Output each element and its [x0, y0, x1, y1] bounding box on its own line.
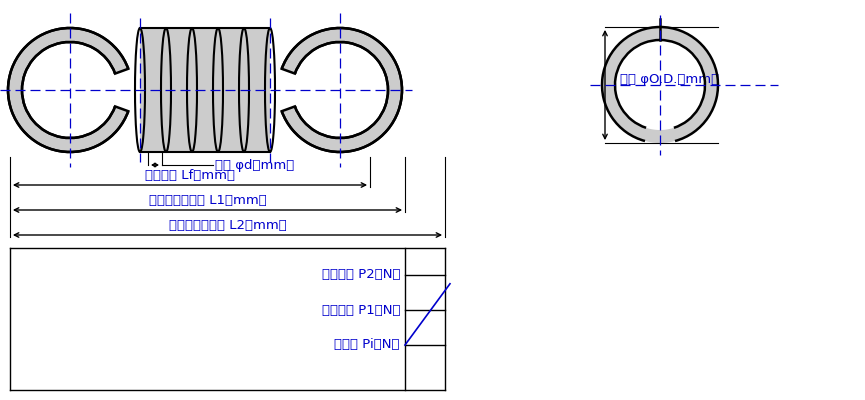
Text: 基準荷重 P1（N）: 基準荷重 P1（N）: [322, 304, 400, 316]
Text: 自由長さ Lf（mm）: 自由長さ Lf（mm）: [145, 169, 235, 182]
Polygon shape: [8, 28, 128, 152]
Text: 初張力 Pi（N）: 初張力 Pi（N）: [335, 338, 400, 352]
Polygon shape: [602, 27, 718, 143]
Text: 線径 φd（mm）: 線径 φd（mm）: [215, 158, 294, 172]
Bar: [140, 28, 270, 152]
Polygon shape: [282, 28, 402, 152]
Text: 許容荷重 P2（N）: 許容荷重 P2（N）: [322, 268, 400, 282]
Text: 許容荷重時長さ L2（mm）: 許容荷重時長さ L2（mm）: [169, 219, 286, 232]
Text: 基準荷重時長さ L1（mm）: 基準荷重時長さ L1（mm）: [149, 194, 266, 207]
Text: 外径 φO.D.（mm）: 外径 φO.D.（mm）: [620, 74, 719, 86]
